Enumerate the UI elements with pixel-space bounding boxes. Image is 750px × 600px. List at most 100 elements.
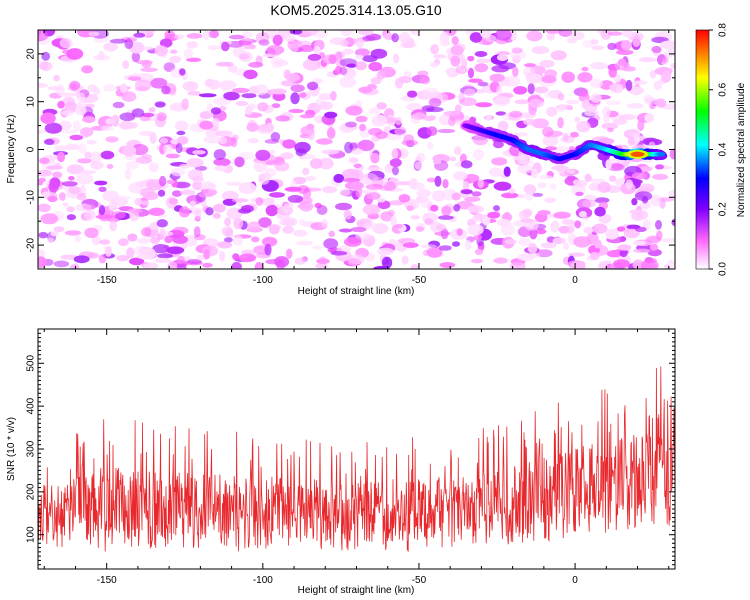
- noise-blob: [598, 214, 612, 224]
- noise-blob: [550, 50, 567, 61]
- noise-blob: [619, 114, 636, 121]
- noise-blob: [545, 146, 558, 151]
- noise-blob: [154, 45, 168, 56]
- noise-blob: [178, 206, 191, 218]
- noise-blob: [211, 118, 220, 127]
- noise-blob: [477, 81, 489, 87]
- noise-blob: [441, 205, 452, 216]
- noise-blob: [106, 164, 114, 169]
- noise-blob: [41, 51, 51, 61]
- noise-blob: [46, 237, 55, 244]
- noise-blob: [659, 40, 675, 49]
- noise-blob: [450, 55, 461, 67]
- noise-blob: [340, 39, 349, 47]
- noise-blob: [360, 173, 379, 185]
- noise-blob: [173, 181, 191, 189]
- noise-blob: [371, 114, 387, 127]
- noise-blob: [323, 238, 339, 250]
- noise-blob: [395, 116, 402, 126]
- noise-blob: [254, 262, 264, 269]
- noise-blob: [439, 31, 450, 43]
- noise-blob: [550, 220, 560, 233]
- noise-blob: [549, 183, 557, 190]
- noise-blob: [155, 257, 171, 264]
- noise-blob: [477, 179, 484, 189]
- noise-blob: [437, 215, 454, 220]
- noise-blob: [345, 121, 357, 128]
- noise-blob: [134, 197, 143, 206]
- noise-blob: [443, 110, 461, 117]
- noise-blob: [230, 136, 238, 148]
- noise-blob: [271, 103, 281, 109]
- snr-ytick-label: 200: [26, 483, 37, 500]
- noise-blob: [88, 31, 100, 37]
- noise-blob: [203, 135, 222, 144]
- noise-blob: [350, 226, 367, 233]
- noise-blob: [467, 223, 484, 236]
- noise-blob: [640, 259, 659, 269]
- noise-blob: [294, 141, 311, 154]
- noise-blob: [98, 204, 106, 216]
- noise-blob: [649, 70, 657, 79]
- noise-blob: [116, 255, 129, 262]
- noise-blob: [362, 55, 378, 63]
- noise-blob: [265, 204, 279, 217]
- noise-blob: [52, 171, 63, 178]
- noise-blob: [95, 214, 113, 220]
- noise-blob: [97, 50, 105, 61]
- noise-blob: [264, 243, 272, 256]
- noise-blob: [420, 244, 437, 249]
- noise-blob: [275, 115, 291, 122]
- noise-blob: [535, 228, 547, 235]
- noise-blob: [376, 198, 386, 203]
- noise-blob: [617, 58, 626, 66]
- noise-blob: [289, 30, 303, 35]
- noise-blob: [633, 240, 646, 246]
- noise-blob: [279, 219, 295, 226]
- noise-blob: [423, 87, 440, 98]
- noise-blob: [232, 235, 244, 246]
- noise-blob: [238, 253, 257, 263]
- noise-blob: [426, 247, 443, 258]
- noise-blob: [568, 146, 576, 151]
- noise-blob: [218, 136, 227, 145]
- noise-blob: [44, 122, 63, 134]
- noise-blob: [156, 112, 167, 122]
- noise-blob: [316, 258, 330, 265]
- noise-blob: [186, 41, 199, 49]
- noise-blob: [312, 245, 322, 250]
- noise-blob: [233, 217, 244, 230]
- noise-blob: [509, 110, 523, 118]
- noise-blob: [148, 207, 165, 216]
- noise-blob: [575, 191, 584, 197]
- noise-blob: [81, 65, 93, 74]
- noise-blob: [64, 230, 82, 236]
- noise-blob: [498, 62, 516, 70]
- noise-blob: [362, 35, 376, 42]
- noise-blob: [238, 182, 257, 194]
- noise-blob: [631, 198, 638, 206]
- noise-blob: [168, 198, 179, 205]
- noise-blob: [345, 105, 363, 116]
- noise-blob: [375, 131, 388, 140]
- noise-blob: [464, 239, 472, 251]
- noise-blob: [300, 30, 318, 36]
- noise-blob: [194, 209, 202, 220]
- noise-blob: [425, 106, 444, 113]
- noise-blob: [456, 228, 463, 236]
- noise-blob: [537, 209, 551, 216]
- noise-blob: [282, 139, 296, 149]
- noise-blob: [307, 129, 315, 141]
- noise-blob: [485, 115, 492, 121]
- noise-blob: [199, 120, 214, 130]
- noise-blob: [64, 143, 81, 151]
- snr-ytick-label: 500: [26, 355, 37, 372]
- noise-blob: [537, 182, 547, 189]
- noise-blob: [389, 158, 402, 167]
- noise-blob: [440, 228, 449, 240]
- noise-blob: [527, 83, 535, 95]
- noise-blob: [121, 91, 137, 102]
- noise-blob: [582, 40, 594, 49]
- noise-blob: [594, 197, 610, 204]
- noise-blob: [257, 102, 269, 112]
